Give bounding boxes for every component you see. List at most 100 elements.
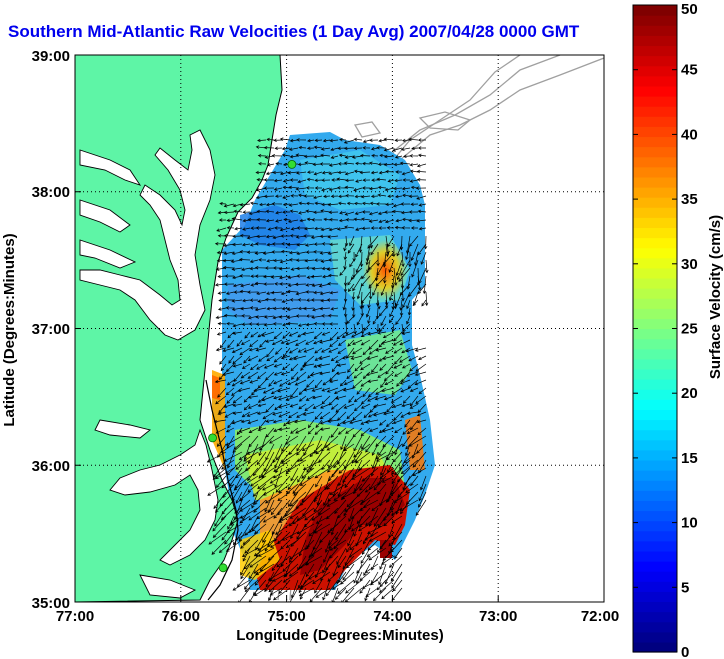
velocity-arrow xyxy=(288,411,299,419)
velocity-arrow xyxy=(409,387,419,392)
velocity-arrow xyxy=(231,251,243,256)
velocity-arrow xyxy=(348,395,355,403)
velocity-arrow xyxy=(278,267,291,271)
velocity-arrow xyxy=(324,539,331,553)
velocity-arrow xyxy=(320,209,331,213)
velocity-arrow xyxy=(310,274,323,279)
velocity-arrow xyxy=(296,171,307,175)
velocity-arrow xyxy=(290,371,299,380)
velocity-arrow xyxy=(288,185,299,190)
velocity-arrow xyxy=(281,299,291,304)
velocity-arrow xyxy=(217,387,227,398)
velocity-arrow xyxy=(289,154,299,159)
colorbar-cell xyxy=(633,186,677,198)
velocity-arrow xyxy=(330,427,339,438)
velocity-arrow xyxy=(343,499,355,517)
velocity-arrow xyxy=(221,371,235,376)
y-tick-label: 36:00 xyxy=(32,458,70,475)
velocity-arrow xyxy=(254,265,267,270)
velocity-arrow xyxy=(420,475,427,491)
velocity-arrow xyxy=(273,507,283,519)
velocity-arrow xyxy=(375,387,387,395)
velocity-arrow xyxy=(250,331,259,338)
velocity-arrow xyxy=(264,266,275,270)
velocity-arrow xyxy=(272,467,291,479)
velocity-arrow xyxy=(395,218,403,223)
velocity-arrow xyxy=(288,355,299,361)
velocity-arrow xyxy=(319,234,331,239)
velocity-arrow xyxy=(239,274,251,278)
velocity-arrow xyxy=(321,331,331,336)
velocity-arrow xyxy=(278,515,291,523)
velocity-arrow xyxy=(362,161,371,166)
velocity-arrow xyxy=(297,162,307,167)
velocity-arrow xyxy=(263,282,275,286)
axis-ticks xyxy=(74,54,605,603)
velocity-arrow xyxy=(241,411,251,418)
velocity-arrow xyxy=(282,331,291,339)
velocity-arrow xyxy=(329,539,347,551)
velocity-arrow xyxy=(295,187,307,191)
velocity-arrow xyxy=(383,395,395,401)
velocity-arrow xyxy=(364,483,379,493)
velocity-arrow xyxy=(232,283,243,288)
velocity-arrow xyxy=(320,403,331,409)
velocity-arrow xyxy=(217,307,227,311)
velocity-arrow xyxy=(336,186,347,190)
velocity-arrow xyxy=(361,186,370,190)
velocity-arrow xyxy=(271,242,282,246)
colorbar-cell xyxy=(633,25,677,36)
velocity-arrow xyxy=(231,307,243,312)
velocity-arrow xyxy=(257,539,275,551)
velocity-arrow xyxy=(382,435,395,448)
velocity-arrow xyxy=(337,201,347,206)
velocity-arrow xyxy=(416,419,427,424)
velocity-arrow xyxy=(352,411,363,421)
velocity-arrow xyxy=(403,451,419,464)
velocity-arrow xyxy=(385,243,390,258)
velocity-arrow xyxy=(319,339,331,344)
colorbar-cell xyxy=(633,389,677,400)
colorbar-cell xyxy=(633,95,677,107)
velocity-arrow xyxy=(352,347,363,355)
velocity-arrow xyxy=(319,411,331,420)
velocity-arrow xyxy=(273,187,283,191)
velocity-arrow xyxy=(270,275,283,279)
velocity-arrow xyxy=(242,298,251,303)
velocity-arrow xyxy=(365,371,379,377)
velocity-arrow xyxy=(307,419,315,429)
velocity-arrow xyxy=(355,161,363,166)
velocity-arrow xyxy=(265,234,275,239)
velocity-arrow xyxy=(273,178,283,183)
velocity-arrow xyxy=(270,387,283,395)
velocity-arrow xyxy=(418,227,427,231)
velocity-arrow xyxy=(368,161,379,165)
velocity-arrow xyxy=(265,219,275,223)
velocity-arrow xyxy=(400,387,411,393)
velocity-arrow xyxy=(273,459,291,473)
colorbar-cell xyxy=(633,35,677,47)
velocity-arrow xyxy=(341,491,355,499)
velocity-arrow xyxy=(313,242,323,246)
velocity-arrow xyxy=(345,555,363,569)
velocity-arrow xyxy=(379,467,395,480)
velocity-arrow xyxy=(289,547,307,560)
velocity-arrow xyxy=(327,419,339,423)
velocity-arrow xyxy=(393,331,403,342)
velocity-arrow xyxy=(381,427,395,433)
velocity-arrow xyxy=(214,467,235,479)
velocity-arrow xyxy=(402,475,411,491)
velocity-arrow xyxy=(406,315,411,325)
velocity-arrow xyxy=(390,563,403,582)
colorbar-cell xyxy=(633,368,677,380)
velocity-arrow xyxy=(305,395,315,401)
velocity-arrow xyxy=(344,171,355,176)
velocity-arrow xyxy=(391,571,403,589)
velocity-arrow xyxy=(289,403,299,408)
velocity-arrow xyxy=(369,138,379,143)
velocity-arrow xyxy=(247,467,259,482)
colorbar-cell xyxy=(633,358,677,370)
velocity-arrow xyxy=(347,283,355,292)
velocity-arrow xyxy=(356,283,363,300)
velocity-arrow xyxy=(337,579,355,594)
